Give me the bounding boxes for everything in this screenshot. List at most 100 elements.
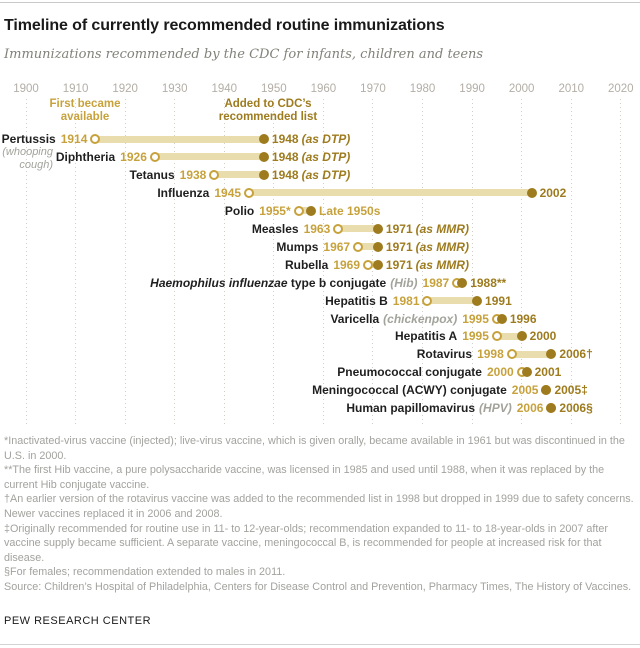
- gridline: [422, 99, 424, 425]
- added-year-suffix: (as MMR): [415, 239, 469, 254]
- vaccine-label: Tetanus 1938: [130, 167, 207, 183]
- timeline-bar: [154, 153, 264, 161]
- added-to-list-circle: [516, 331, 527, 342]
- added-year-label: 2001: [535, 364, 562, 380]
- footnotes-block: *Inactivated-virus vaccine (injected); l…: [4, 434, 637, 595]
- added-to-list-circle: [521, 367, 532, 378]
- vaccine-label: Haemophilus influenzae type b conjugate(…: [150, 275, 449, 291]
- timeline-bar: [511, 350, 552, 358]
- vaccine-name-italic: Haemophilus influenzae: [150, 275, 288, 290]
- vaccine-label: Varicella (chickenpox) 1995: [330, 311, 488, 327]
- added-year: 2006§: [559, 401, 593, 416]
- vaccine-label: Pneumococcal conjugate 2000: [337, 364, 513, 380]
- footnote: †An earlier version of the rotavirus vac…: [4, 493, 634, 520]
- added-to-list-circle: [372, 223, 383, 234]
- vaccine-name: Rotavirus: [416, 347, 473, 362]
- axis-tick-label: 1960: [310, 83, 337, 95]
- added-to-list-circle: [546, 403, 557, 414]
- added-year-label: 2006†: [559, 346, 592, 362]
- vaccine-name: Tetanus: [129, 167, 175, 182]
- vaccine-label: Mumps 1967: [276, 239, 350, 255]
- vaccine-label: Diphtheria 1926: [56, 149, 147, 165]
- first-available-year: 1926: [120, 149, 147, 164]
- first-available-circle: [293, 205, 304, 216]
- vaccine-name: Rubella: [284, 257, 329, 272]
- added-to-list-circle: [258, 151, 269, 162]
- added-year: 2000: [529, 329, 557, 344]
- added-year-label: 1996: [510, 311, 537, 327]
- first-available-year: 1969: [333, 257, 361, 272]
- first-available-circle: [90, 134, 101, 144]
- vaccine-name: Varicella: [330, 311, 380, 326]
- vaccine-name-paren: (HPV): [479, 401, 512, 416]
- added-year-label: 2006§: [559, 400, 592, 416]
- vaccine-label: Meningococcal (ACWY) conjugate 2005: [312, 382, 538, 398]
- axis-tick-label: 1990: [459, 83, 485, 95]
- first-available-year: 1963: [303, 221, 331, 236]
- first-available-circle: [353, 241, 364, 252]
- added-to-list-circle: [372, 259, 383, 270]
- added-year-label: Late 1950s: [319, 203, 380, 219]
- vaccine-label: Rotavirus 1998: [417, 346, 504, 362]
- added-year-label: 1971 (as MMR): [386, 239, 469, 255]
- timeline-bar: [427, 297, 478, 305]
- added-year-suffix: (as DTP): [301, 132, 351, 146]
- vaccine-label: Influenza 1945: [157, 185, 241, 201]
- added-year: 2002: [539, 185, 567, 200]
- timeline-bar: [95, 135, 264, 143]
- added-year-suffix: (as DTP): [301, 149, 351, 164]
- added-year: 1971: [385, 239, 413, 254]
- vaccine-label: Measles 1963: [252, 221, 330, 237]
- gridline: [174, 99, 176, 425]
- first-available-circle: [491, 331, 502, 342]
- footnote: *Inactivated-virus vaccine (injected); l…: [4, 435, 625, 462]
- vaccine-name: type b conjugate: [287, 275, 387, 290]
- gridline: [273, 99, 275, 425]
- added-year: 1991: [485, 293, 512, 308]
- added-to-list-circle: [472, 295, 483, 306]
- added-year-label: 1971 (as MMR): [386, 221, 469, 237]
- timeline-bar: [358, 243, 378, 251]
- first-available-year: 1945: [214, 185, 242, 200]
- first-available-year: 2006: [516, 401, 544, 416]
- gridline: [471, 99, 473, 425]
- added-year-label: 1948 (as DTP): [272, 131, 350, 147]
- added-year: 1996: [509, 311, 537, 326]
- added-year-label: 1971 (as MMR): [386, 257, 469, 273]
- added-year-label: 1988**: [470, 275, 506, 291]
- added-year: 1988**: [470, 275, 507, 290]
- timeline-bar: [338, 225, 378, 233]
- first-available-circle: [209, 169, 220, 180]
- added-to-list-circle: [541, 385, 552, 396]
- added-year: 1948: [271, 132, 299, 146]
- axis-tick-label: 1970: [360, 83, 386, 95]
- chart-subtitle: Immunizations recommended by the CDC for…: [4, 47, 484, 62]
- added-year-suffix: (as MMR): [415, 221, 469, 236]
- vaccine-name: Mumps: [276, 239, 319, 254]
- added-year-suffix: (as MMR): [415, 257, 469, 272]
- axis-tick-label: 2020: [608, 83, 634, 95]
- vaccine-label: Hepatitis A 1995: [395, 328, 489, 344]
- vaccine-name-paren: (Hib): [390, 275, 418, 290]
- vaccine-name: Pneumococcal conjugate: [337, 365, 482, 380]
- gridline: [25, 99, 27, 425]
- added-to-list-circle: [526, 187, 537, 198]
- timeline-bar: [496, 332, 522, 340]
- added-year: 1971: [385, 257, 413, 272]
- first-available-year: 1967: [323, 239, 351, 254]
- axis-tick-label: 1980: [409, 83, 436, 95]
- axis-tick-label: 2000: [508, 83, 535, 95]
- added-to-list-circle: [372, 241, 383, 252]
- added-year-label: 1991: [485, 293, 512, 309]
- vaccine-name: Hepatitis A: [394, 329, 458, 344]
- vaccine-name: Measles: [251, 221, 299, 236]
- vaccine-name: Influenza: [157, 185, 210, 200]
- vaccine-label: Polio 1955*: [225, 203, 291, 219]
- vaccine-sublabel: (whooping cough): [2, 146, 53, 171]
- axis-tick-label: 1950: [261, 83, 287, 95]
- annotation-first-available: First became available: [49, 98, 121, 123]
- gridline: [620, 99, 622, 425]
- axis-tick-label: 1940: [211, 83, 238, 95]
- added-year-label: 2000: [530, 328, 557, 344]
